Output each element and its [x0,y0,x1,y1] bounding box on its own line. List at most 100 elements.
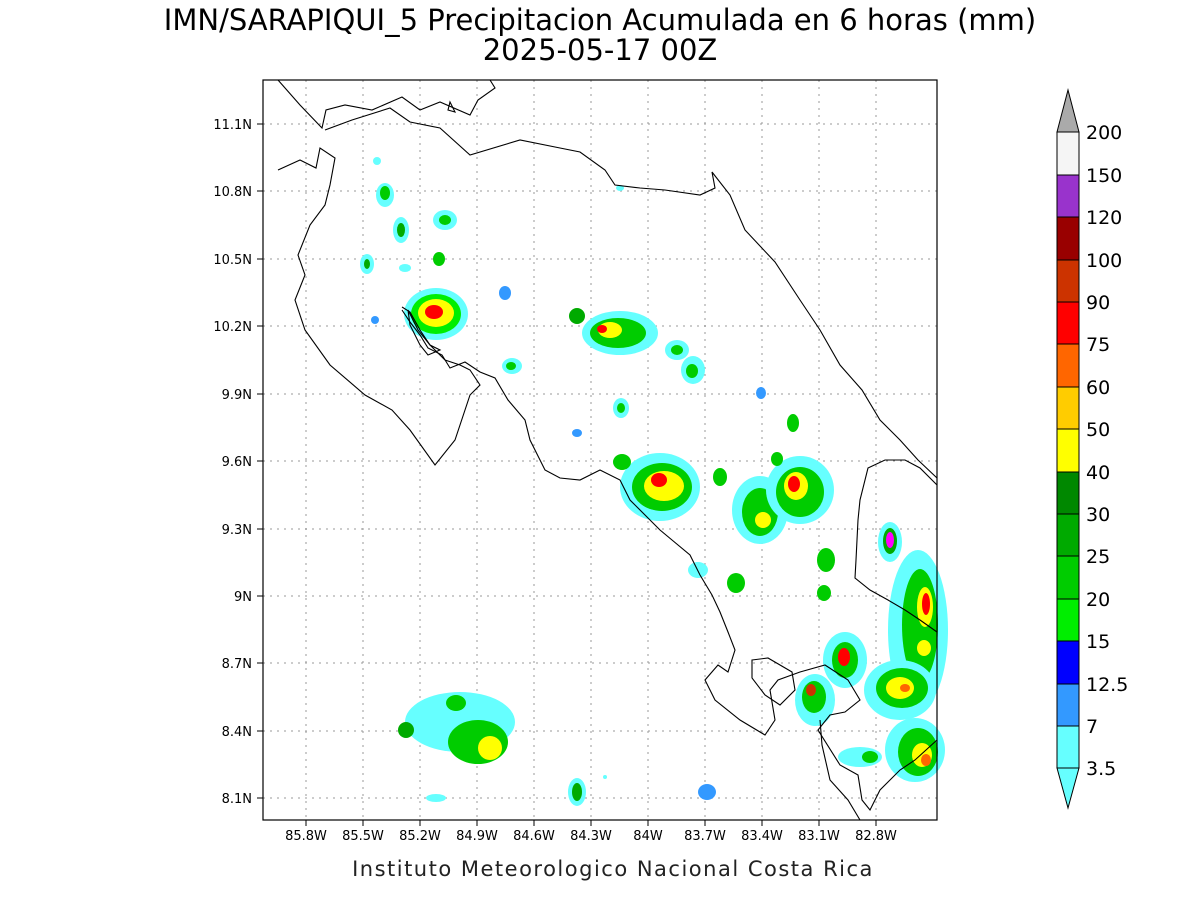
y-tick-label: 10.8N [213,185,252,200]
colorbar-swatch [1056,428,1080,473]
map-panel [262,79,948,821]
colorbar-label: 60 [1086,377,1110,399]
precip-cell [651,473,667,487]
colorbar-swatch [1056,259,1080,303]
x-tick-label: 83.7W [684,829,726,844]
x-tick-label: 84W [633,829,663,844]
precip-cell [364,259,370,269]
precip-cell [806,684,816,696]
precip-cell [397,223,405,237]
colorbar-swatch [1056,386,1080,430]
precip-cell [838,648,850,666]
x-tick-label: 85.5W [342,829,384,844]
colorbar-label: 200 [1086,122,1122,144]
y-axis: 11.1N 10.8N 10.5N 10.2N 9.9N 9.6N 9.3N 9… [213,118,263,807]
colorbar-label: 90 [1086,292,1110,314]
map-subtitle: 2025-05-17 00Z [483,33,718,67]
colorbar-label: 150 [1086,165,1122,187]
y-tick-label: 8.1N [222,792,252,807]
y-tick-label: 8.7N [222,657,252,672]
precip-cell [917,640,931,656]
precip-cell [398,722,414,738]
precip-cell [886,532,894,548]
precip-cell [569,308,585,324]
precip-cell [922,593,930,615]
colorbar-top-arrow [1056,88,1080,133]
x-tick-label: 84.3W [570,829,612,844]
precip-cell [788,476,800,492]
colorbar-swatch [1056,513,1080,557]
precip-cell [613,454,631,470]
precip-cell [499,286,511,300]
colorbar-label: 25 [1086,546,1110,568]
precip-cell [921,754,931,766]
precip-cell [900,684,910,692]
x-tick-label: 84.9W [456,829,498,844]
precip-cell [446,695,466,711]
precip-cell [572,429,582,437]
colorbar-swatch [1056,555,1080,600]
precip-cell [439,215,451,225]
colorbar-label: 30 [1086,504,1110,526]
colorbar-swatch [1056,598,1080,642]
precip-cell [755,512,771,528]
colorbar-swatch [1056,683,1080,727]
x-tick-label: 83.1W [798,829,840,844]
precip-cell [787,414,799,432]
precip-cell [371,316,379,324]
precip-cell [616,185,624,191]
coastline [277,79,938,821]
colorbar-label: 3.5 [1086,758,1116,780]
y-tick-label: 10.5N [213,253,252,268]
y-tick-label: 9.9N [222,388,252,403]
colorbar-swatch [1056,471,1080,515]
x-axis: 85.8W 85.5W 85.2W 84.9W 84.6W 84.3W 84W … [285,820,897,844]
x-tick-label: 85.2W [399,829,441,844]
precip-cell [478,736,502,760]
colorbar-labels: 3.5 7 12.5 15 20 25 30 40 50 60 75 90 10… [1086,122,1128,780]
map-title: IMN/SARAPIQUI_5 Precipitacion Acumulada … [164,3,1036,37]
colorbar-label: 40 [1086,462,1110,484]
precip-cell [425,305,443,319]
precip-cell [756,387,766,399]
colorbar-bottom-arrow [1056,767,1080,810]
colorbar-label: 75 [1086,334,1110,356]
precip-cell [426,794,446,802]
precip-cell [862,751,878,763]
colorbar-label: 100 [1086,250,1122,272]
x-tick-label: 84.6W [513,829,555,844]
precip-cell [713,468,727,486]
y-tick-label: 11.1N [213,118,252,133]
precip-cell [727,573,745,593]
precip-cell [698,784,716,800]
precip-cell [817,548,835,572]
colorbar-swatch [1056,343,1080,388]
x-tick-label: 85.8W [285,829,327,844]
x-tick-label: 83.4W [741,829,783,844]
credit-text: Instituto Meteorologico Nacional Costa R… [352,857,874,881]
colorbar-label: 12.5 [1086,674,1128,696]
precip-cell [506,362,516,370]
colorbar-swatch [1056,301,1080,345]
y-tick-label: 9.6N [222,455,252,470]
precip-cell [617,403,625,413]
x-tick-label: 82.8W [855,829,897,844]
precip-cell [603,775,607,779]
precip-cell [817,585,831,601]
precipitation-field [360,157,948,806]
precip-cell [671,345,683,355]
colorbar-label: 15 [1086,631,1110,653]
colorbar-label: 120 [1086,207,1122,229]
precip-cell [399,264,411,272]
colorbar-label: 20 [1086,589,1110,611]
precip-cell [771,452,783,466]
colorbar-label: 50 [1086,419,1110,441]
precip-cell [380,186,390,200]
precip-cell [433,252,445,266]
colorbar-swatch [1056,216,1080,261]
precip-cell [373,157,381,165]
y-tick-label: 9N [234,590,252,605]
colorbar-label: 7 [1086,716,1098,738]
y-tick-label: 8.4N [222,725,252,740]
precip-cell [572,783,582,801]
